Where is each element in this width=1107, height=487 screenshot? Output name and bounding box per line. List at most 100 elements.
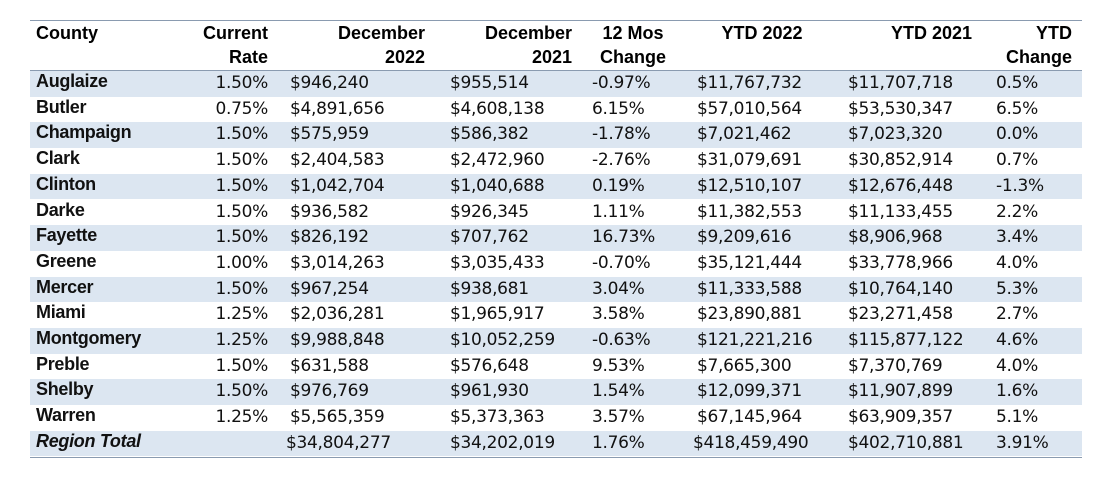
table-cell: $12,099,371: [697, 381, 802, 402]
county-name: Darke: [36, 199, 85, 220]
table-cell: 1.76%: [592, 432, 645, 453]
table-cell: -1.78%: [592, 124, 651, 145]
row-band: [30, 173, 1082, 200]
table-cell: 3.04%: [592, 278, 645, 299]
table-cell: $1,965,917: [450, 304, 545, 325]
table-cell: 16.73%: [592, 227, 656, 248]
table-cell: 1.50%: [215, 278, 268, 299]
table-cell: $115,877,122: [848, 330, 964, 350]
county-name: Butler: [36, 96, 87, 117]
table-cell: $976,769: [290, 381, 369, 402]
table-cell: 2.2%: [996, 201, 1038, 222]
table-cell: $575,959: [290, 124, 369, 145]
table-cell: 1.50%: [215, 124, 268, 145]
table-cell: 1.25%: [215, 330, 268, 350]
county-name: Greene: [36, 250, 97, 271]
table-cell: 3.4%: [996, 227, 1038, 248]
table-cell: $12,676,448: [848, 175, 953, 196]
table-cell: $936,582: [290, 201, 369, 222]
column-header: YTD: [1036, 23, 1072, 43]
column-header: Current: [202, 23, 268, 43]
table-cell: $53,530,347: [848, 98, 953, 119]
table-cell: 1.25%: [215, 407, 268, 428]
table-cell: $11,382,553: [697, 201, 802, 222]
table-cell: $23,271,458: [848, 304, 953, 325]
table-cell: $418,459,490: [693, 432, 809, 453]
table-cell: 1.11%: [592, 201, 645, 222]
table-cell: $7,023,320: [848, 124, 943, 145]
county-name: Miami: [36, 302, 86, 323]
table-cell: 0.75%: [215, 98, 268, 119]
column-header: December: [484, 23, 572, 43]
table-cell: 1.50%: [215, 73, 268, 93]
table-cell: -0.97%: [592, 73, 651, 93]
table-cell: $2,404,583: [290, 150, 385, 171]
table-cell: -2.76%: [592, 150, 651, 171]
table-cell: $57,010,564: [697, 98, 802, 119]
table-cell: $2,472,960: [450, 150, 545, 171]
table-cell: $961,930: [450, 381, 529, 402]
county-name: Shelby: [36, 379, 94, 400]
table-cell: 6.5%: [996, 98, 1038, 119]
table-cell: $7,021,462: [697, 124, 792, 145]
table-cell: $9,209,616: [697, 227, 792, 248]
header-rule: [30, 70, 1082, 71]
county-name: Clinton: [36, 173, 96, 194]
table-cell: 4.0%: [996, 355, 1038, 376]
column-header: Rate: [228, 47, 268, 67]
row-band: [30, 379, 1082, 406]
table-cell: $63,909,357: [848, 407, 953, 428]
table-cell: 5.3%: [996, 278, 1038, 299]
table-cell: $1,040,688: [450, 175, 545, 196]
county-name: Mercer: [36, 276, 94, 297]
table-cell: $35,121,444: [697, 252, 802, 273]
table-cell: $10,764,140: [848, 278, 953, 299]
table-cell: $967,254: [290, 278, 369, 299]
table-cell: 1.50%: [215, 381, 268, 402]
table-cell: $34,804,277: [286, 432, 391, 453]
table-cell: 0.19%: [592, 175, 645, 196]
table-cell: 0.0%: [996, 124, 1038, 145]
table-cell: $7,370,769: [848, 355, 943, 376]
table-cell: $33,778,966: [848, 252, 953, 273]
table-cell: $3,014,263: [290, 252, 385, 273]
table-cell: $11,333,588: [697, 278, 802, 299]
table-cell: 3.57%: [592, 407, 645, 428]
table-cell: $11,767,732: [697, 73, 802, 93]
row-band: [30, 71, 1082, 97]
column-header: YTD 2022: [721, 23, 803, 43]
table-cell: 3.58%: [592, 304, 645, 325]
table-cell: $586,382: [450, 124, 529, 145]
county-name: Fayette: [36, 225, 97, 246]
table-cell: $67,145,964: [697, 407, 802, 428]
row-band: [30, 430, 1082, 457]
table-cell: $7,665,300: [697, 355, 792, 376]
county-name: Preble: [36, 353, 90, 374]
table-cell: 1.50%: [215, 150, 268, 171]
county-name: Clark: [36, 148, 80, 169]
table-cell: $926,345: [450, 201, 529, 222]
table-cell: -0.70%: [592, 252, 651, 273]
table-cell: 1.25%: [215, 304, 268, 325]
county-name: Warren: [36, 405, 96, 426]
table-cell: $10,052,259: [450, 330, 555, 350]
table-cell: $1,042,704: [290, 175, 385, 196]
table-cell: $12,510,107: [697, 175, 802, 196]
row-band: [30, 328, 1082, 354]
table-cell: $34,202,019: [450, 432, 555, 453]
table-cell: $30,852,914: [848, 150, 953, 171]
table-cell: 4.0%: [996, 252, 1038, 273]
table-cell: $5,565,359: [290, 407, 385, 428]
table-cell: $402,710,881: [848, 432, 964, 453]
column-header: December: [337, 23, 425, 43]
bottom-rule: [30, 457, 1082, 458]
table-cell: $631,588: [290, 355, 369, 376]
row-band: [30, 276, 1082, 303]
county-name: Champaign: [36, 122, 132, 143]
table-cell: $2,036,281: [290, 304, 385, 325]
column-header: 2021: [531, 47, 572, 67]
column-header: Change: [1005, 47, 1072, 67]
table-cell: $707,762: [450, 227, 529, 248]
table-cell: $31,079,691: [697, 150, 802, 171]
